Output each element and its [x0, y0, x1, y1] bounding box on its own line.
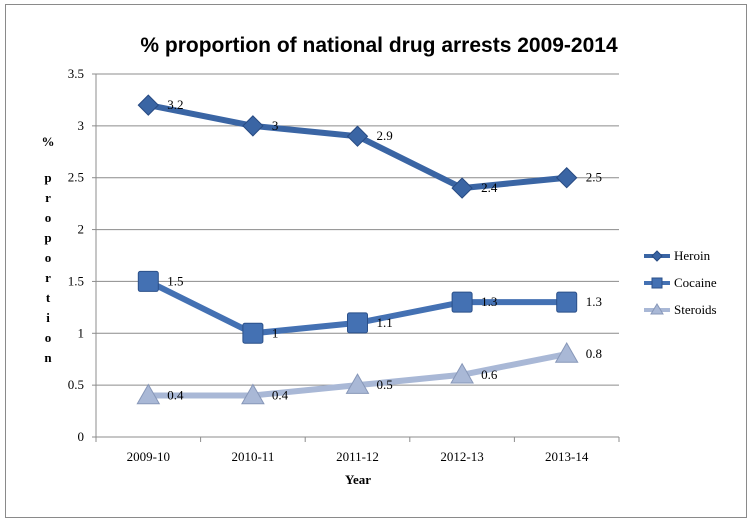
y-tick-label: 1 — [78, 325, 85, 340]
legend-item: Steroids — [644, 302, 717, 317]
data-label: 2.9 — [377, 128, 393, 143]
data-label: 3 — [272, 118, 279, 133]
series-heroin: 3.2 3 2.9 2.4 2.5 — [137, 94, 602, 199]
triangle-marker — [554, 342, 579, 363]
data-label: 2.4 — [481, 180, 498, 195]
y-tick-label: 2.5 — [68, 170, 84, 185]
series-group: 3.232.92.42.51.511.11.3 1.30.4 0.40.50.60.… — [136, 94, 602, 405]
y-tick-label: 1.5 — [68, 273, 84, 288]
data-label: 0.4 — [272, 388, 289, 403]
diamond-marker — [451, 177, 473, 199]
legend-label: Heroin — [674, 248, 711, 263]
y-tick-label: 2 — [78, 222, 85, 237]
y-axis-title-char: i — [46, 310, 50, 325]
y-axis-title-char: o — [45, 210, 52, 225]
data-label: 0.6 — [481, 367, 498, 382]
data-label: 1.1 — [377, 315, 393, 330]
x-axis-title: Year — [345, 472, 371, 487]
x-axis-ticks: 2009-10 2010-11 2011-12 2012-13 2013-14 — [127, 449, 589, 464]
square-marker — [137, 270, 159, 292]
y-axis-title-char: o — [45, 250, 52, 265]
y-tick-label: 0.5 — [68, 377, 84, 392]
triangle-marker — [136, 383, 161, 405]
y-axis-title-char: r — [45, 190, 51, 205]
y-axis-title-char: o — [45, 330, 52, 345]
y-tick-label: 0 — [78, 429, 85, 444]
x-tick-label: 2009-10 — [127, 449, 170, 464]
data-label: 2.5 — [586, 170, 602, 185]
y-axis-title-char: p — [44, 230, 51, 245]
diamond-marker — [346, 125, 369, 147]
y-tick-label: 3 — [78, 118, 85, 133]
data-label: 1.5 — [167, 273, 183, 288]
y-axis-title: %proportion — [42, 134, 55, 365]
data-label: 3.2 — [167, 97, 183, 112]
square-marker — [451, 291, 473, 313]
legend: Heroin Cocaine Steroids — [644, 248, 717, 317]
chart-frame — [5, 4, 747, 518]
diamond-marker — [137, 94, 160, 116]
y-axis-title-char: t — [46, 290, 51, 305]
square-marker — [556, 291, 578, 313]
chart-title: % proportion of national drug arrests 20… — [140, 34, 618, 57]
y-axis-ticks: 0 0.5 1 1.5 2 2.5 3 3.5 — [68, 66, 84, 444]
legend-label: Steroids — [674, 302, 717, 317]
data-label: 0.8 — [586, 346, 602, 361]
x-tick-label: 2010-11 — [231, 449, 274, 464]
data-label: 0.4 — [167, 388, 184, 403]
square-marker — [347, 312, 368, 334]
y-axis-title-char: n — [44, 350, 52, 365]
y-tick-label: 3.5 — [68, 66, 84, 81]
x-tick-label: 2011-12 — [336, 449, 379, 464]
axes — [92, 73, 620, 442]
x-tick-label: 2012-13 — [440, 449, 483, 464]
gridlines — [96, 73, 619, 386]
square-marker — [242, 322, 264, 344]
legend-diamond-icon — [651, 250, 663, 262]
diamond-marker — [555, 167, 578, 189]
series-cocaine: 1.5 1 1.1 1.3 1.3 — [137, 270, 602, 344]
legend-label: Cocaine — [674, 275, 717, 290]
triangle-marker — [241, 383, 265, 405]
triangle-marker — [450, 362, 474, 384]
triangle-marker — [345, 373, 370, 394]
data-label: 1 — [272, 325, 279, 340]
legend-item: Heroin — [644, 248, 711, 263]
diamond-marker — [242, 115, 264, 137]
y-axis-title-char: p — [44, 170, 51, 185]
legend-item: Cocaine — [644, 275, 717, 290]
y-axis-title-char: r — [45, 270, 51, 285]
legend-triangle-icon — [650, 303, 664, 315]
y-axis-title-char: % — [42, 134, 55, 149]
series-steroids: 0.4 0.4 0.5 0.6 0.8 — [136, 342, 602, 405]
data-label: 1.3 — [481, 294, 497, 309]
data-label: 1.3 — [586, 294, 602, 309]
data-label: 0.5 — [377, 377, 393, 392]
x-tick-label: 2013-14 — [545, 449, 589, 464]
legend-square-icon — [651, 277, 663, 289]
